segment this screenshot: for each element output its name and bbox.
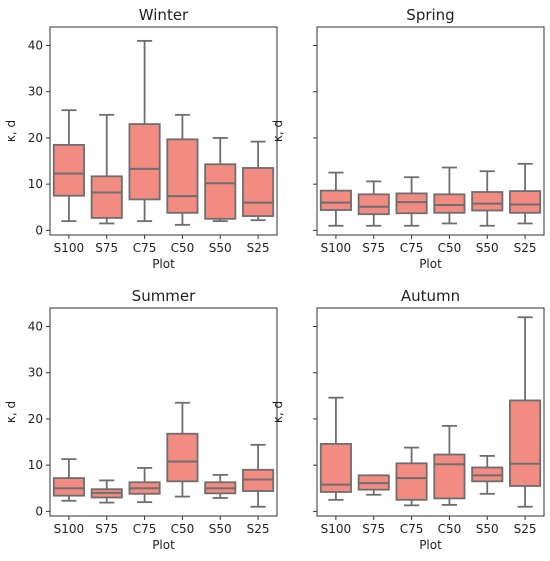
y-axis-label: κ, d	[271, 120, 285, 142]
box-body	[471, 191, 504, 212]
x-axis-label: Plot	[419, 538, 442, 552]
y-tick-label: 30	[28, 366, 43, 380]
chart-title: Autumn	[401, 287, 460, 305]
box-c75	[128, 467, 161, 504]
y-tick-label: 0	[35, 504, 43, 518]
x-tick-label: C75	[400, 522, 424, 536]
x-axis-label: Plot	[152, 538, 175, 552]
x-tick-label: C75	[133, 241, 157, 255]
x-tick-label: S75	[362, 241, 385, 255]
x-tick-label: C50	[438, 241, 462, 255]
box-body	[128, 123, 161, 201]
box-body	[52, 477, 85, 497]
x-tick-label: S25	[247, 522, 270, 536]
y-tick-label: 40	[28, 319, 43, 333]
x-axis-label: Plot	[419, 257, 442, 271]
panels: Winter 0 10 20 30 40 κ, d S100 S75 C75 C50 S50 S25 Pl…	[4, 6, 545, 552]
box-s50	[471, 170, 504, 227]
y-axis-label: κ, d	[4, 120, 18, 142]
box-s75	[90, 113, 123, 225]
box-s25	[509, 162, 542, 225]
x-tick-label: S100	[321, 522, 352, 536]
x-tick-label: S50	[476, 522, 499, 536]
x-tick-label: C75	[400, 241, 424, 255]
box-s100	[319, 171, 352, 227]
chart-panel-summer: Summer 0 10 20 30 40 κ, d S100 S75 C75 C50 S50 S25 Pl…	[4, 287, 278, 552]
box-c75	[128, 39, 161, 223]
y-tick-label: 20	[28, 131, 43, 145]
box-body	[52, 143, 85, 197]
box-c50	[166, 113, 199, 226]
y-tick-label: 40	[28, 38, 43, 52]
box-body	[433, 193, 466, 214]
chart-title: Spring	[406, 6, 454, 24]
box-c75	[395, 446, 428, 507]
box-s50	[204, 473, 237, 499]
x-tick-label: S25	[514, 241, 537, 255]
axes-frame	[316, 26, 545, 236]
axes-frame	[49, 26, 278, 236]
x-tick-label: C50	[171, 241, 195, 255]
box-body	[509, 190, 542, 214]
x-tick-label: S25	[514, 522, 537, 536]
y-axis-label: κ, d	[4, 401, 18, 423]
box-c50	[433, 424, 466, 506]
box-body	[357, 193, 390, 216]
box-body	[509, 399, 542, 487]
x-tick-label: S50	[209, 241, 232, 255]
y-tick-label: 10	[28, 458, 43, 472]
box-body	[90, 175, 123, 219]
box-s25	[242, 140, 275, 222]
x-tick-label: C50	[171, 522, 195, 536]
x-tick-label: S50	[476, 241, 499, 255]
x-tick-label: S75	[362, 522, 385, 536]
box-s100	[319, 396, 352, 501]
x-tick-label: S75	[95, 522, 118, 536]
box-s100	[52, 458, 85, 502]
x-tick-label: S100	[321, 241, 352, 255]
box-s25	[242, 443, 275, 508]
box-body	[319, 189, 352, 211]
box-s75	[90, 479, 123, 504]
box-s75	[357, 474, 390, 496]
y-axis-label: κ, d	[271, 401, 285, 423]
chart-panel-winter: Winter 0 10 20 30 40 κ, d S100 S75 C75 C50 S50 S25 Pl…	[4, 6, 278, 271]
box-c50	[166, 401, 199, 498]
box-c50	[433, 166, 466, 225]
box-body	[242, 167, 275, 217]
box-s25	[509, 316, 542, 508]
box-s100	[52, 109, 85, 223]
box-body	[166, 138, 199, 214]
box-c75	[395, 176, 428, 227]
box-s50	[204, 137, 237, 223]
box-body	[395, 462, 428, 501]
chart-title: Summer	[132, 287, 196, 305]
chart-title: Winter	[139, 6, 189, 24]
x-tick-label: S25	[247, 241, 270, 255]
box-s75	[357, 180, 390, 227]
y-tick-label: 0	[35, 223, 43, 237]
box-body	[166, 432, 199, 483]
axes-frame	[316, 307, 545, 517]
box-body	[395, 192, 428, 215]
box-s50	[471, 455, 504, 495]
chart-panel-spring: Spring κ, d S100 S75 C75 C50 S50 S25 Plot	[271, 6, 545, 271]
box-body	[204, 163, 237, 220]
x-tick-label: C75	[133, 522, 157, 536]
x-tick-label: C50	[438, 522, 462, 536]
x-tick-label: S75	[95, 241, 118, 255]
chart-panel-autumn: Autumn κ, d S100 S75 C75 C50 S50 S25 Plot	[271, 287, 545, 552]
x-axis-label: Plot	[152, 257, 175, 271]
axes-frame	[49, 307, 278, 517]
x-tick-label: S50	[209, 522, 232, 536]
box-body	[433, 453, 466, 500]
y-tick-label: 20	[28, 412, 43, 426]
y-tick-label: 30	[28, 85, 43, 99]
x-tick-label: S100	[54, 241, 85, 255]
y-tick-label: 10	[28, 177, 43, 191]
x-tick-label: S100	[54, 522, 85, 536]
